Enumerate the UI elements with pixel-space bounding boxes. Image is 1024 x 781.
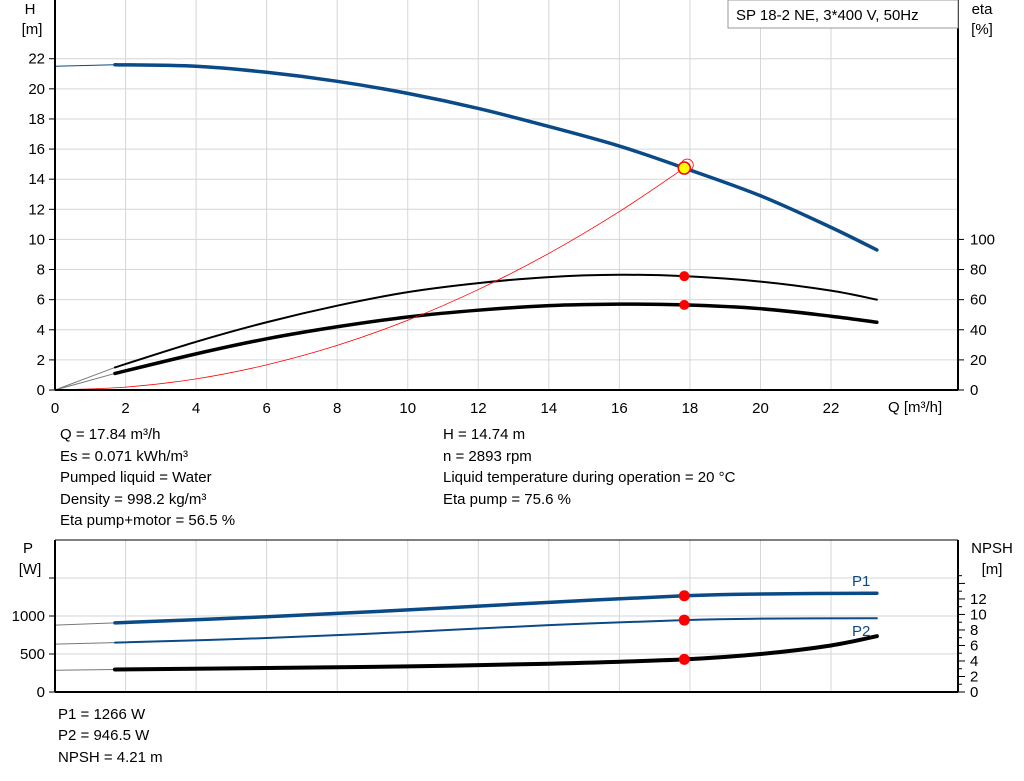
x-tick-label: 8 <box>333 400 341 417</box>
h-tick-label: 6 <box>37 292 45 309</box>
h-tick-label: 18 <box>28 111 45 128</box>
info-density: Density = 998.2 kg/m³ <box>60 491 206 508</box>
top-grid <box>55 0 958 390</box>
h-tick-label: 14 <box>28 171 45 188</box>
eta-tick-label: 60 <box>970 292 987 309</box>
info-es: Es = 0.071 kWh/m³ <box>60 448 188 465</box>
eta-tick-label: 100 <box>970 231 995 248</box>
info-liquid: Pumped liquid = Water <box>60 469 212 486</box>
npsh-tick-label: 8 <box>970 622 978 639</box>
h-tick-label: 2 <box>37 352 45 369</box>
h-tick-label: 4 <box>37 322 45 339</box>
npsh-tick-label: 4 <box>970 653 978 670</box>
info-top-right: H = 14.74 m n = 2893 rpm Liquid temperat… <box>443 426 736 508</box>
npsh-curve <box>112 634 879 672</box>
eta-tick-label: 20 <box>970 352 987 369</box>
h-tick-label: 8 <box>37 262 45 279</box>
system-curve <box>54 167 685 391</box>
h-tick-label: 0 <box>37 382 45 399</box>
eta-tick-label: 40 <box>970 322 987 339</box>
tick-labels: 0 2 4 6 8 10 12 14 16 18 20 22024681012141618202202… <box>12 0 995 701</box>
x-tick-label: 6 <box>262 400 270 417</box>
info-temperature: Liquid temperature during operation = 20… <box>443 469 736 486</box>
npsh-axis-label: NPSH <box>971 540 1013 557</box>
eta-pump-curve-extension <box>54 366 116 391</box>
curves <box>54 62 879 672</box>
p1-curve <box>113 591 879 625</box>
x-tick-label: 16 <box>611 400 628 417</box>
eta-tick-label: 80 <box>970 262 987 279</box>
h-axis-label: H <box>25 1 36 18</box>
p2-curve-extension <box>54 642 115 645</box>
h-tick-label: 10 <box>28 231 45 248</box>
title-box <box>727 0 959 29</box>
npsh-tick-label: 6 <box>970 637 978 654</box>
eta-axis-unit: [%] <box>971 21 993 38</box>
h-tick-label: 12 <box>28 201 45 218</box>
npsh-tick-label: 10 <box>970 606 987 623</box>
H-curve <box>113 62 879 252</box>
h-tick-label: 20 <box>28 81 45 98</box>
x-tick-label: 18 <box>682 400 699 417</box>
x-tick-label: 14 <box>540 400 557 417</box>
x-tick-label: 22 <box>823 400 840 417</box>
npsh-tick-label: 2 <box>970 668 978 685</box>
info-p2: P2 = 946.5 W <box>58 727 150 744</box>
info-q: Q = 17.84 m³/h <box>60 426 160 443</box>
p2-series-label: P2 <box>852 623 870 640</box>
info-bottom: P1 = 1266 W P2 = 946.5 W NPSH = 4.21 m <box>58 706 163 766</box>
info-npsh: NPSH = 4.21 m <box>58 749 163 766</box>
info-h: H = 14.74 m <box>443 426 525 443</box>
p-tick-label: 1000 <box>12 608 45 625</box>
x-tick-label: 10 <box>399 400 416 417</box>
h-tick-label: 22 <box>28 51 45 68</box>
eta-pump-motor-curve-extension <box>54 372 116 391</box>
p1-curve-extension <box>54 622 115 626</box>
p-axis-unit: [W] <box>19 561 42 578</box>
h-tick-label: 16 <box>28 141 45 158</box>
npsh-axis-unit: [m] <box>982 561 1003 578</box>
operating-point-marker <box>677 161 692 175</box>
p1-series-label: P1 <box>852 573 870 590</box>
eta-pump-curve <box>113 273 878 369</box>
eta-axis-label: eta <box>972 1 994 18</box>
x-tick-label: 2 <box>121 400 129 417</box>
info-top-left: Q = 17.84 m³/h Es = 0.071 kWh/m³ Pumped … <box>60 426 235 529</box>
x-tick-label: 4 <box>192 400 200 417</box>
H-curve-extension <box>54 64 115 67</box>
h-axis-unit: [m] <box>22 21 43 38</box>
eta-pump-marker <box>679 271 690 282</box>
info-n: n = 2893 rpm <box>443 448 532 465</box>
info-p1: P1 = 1266 W <box>58 706 146 723</box>
chart-title: SP 18-2 NE, 3*400 V, 50Hz <box>736 7 919 24</box>
p1-marker <box>678 590 690 602</box>
x-tick-label: 20 <box>752 400 769 417</box>
info-eta-pump-motor: Eta pump+motor = 56.5 % <box>60 512 235 529</box>
eta-tick-label: 0 <box>970 382 978 399</box>
info-eta-pump: Eta pump = 75.6 % <box>443 491 571 508</box>
x-tick-label: 12 <box>470 400 487 417</box>
eta-pump-motor-marker <box>679 299 690 310</box>
p-tick-label: 500 <box>20 646 45 663</box>
p-tick-label: 0 <box>37 684 45 701</box>
eta-pump-motor-curve <box>113 302 879 376</box>
p-axis-label: P <box>23 540 33 557</box>
npsh-tick-label: 12 <box>970 591 987 608</box>
x-tick-label: 0 <box>51 400 59 417</box>
npsh-tick-label: 0 <box>970 684 978 701</box>
npsh-marker <box>678 653 690 665</box>
p2-marker <box>678 614 690 626</box>
npsh-curve-extension <box>54 669 115 671</box>
p2-curve <box>113 617 878 644</box>
q-axis-label: Q [m³/h] <box>888 399 942 416</box>
